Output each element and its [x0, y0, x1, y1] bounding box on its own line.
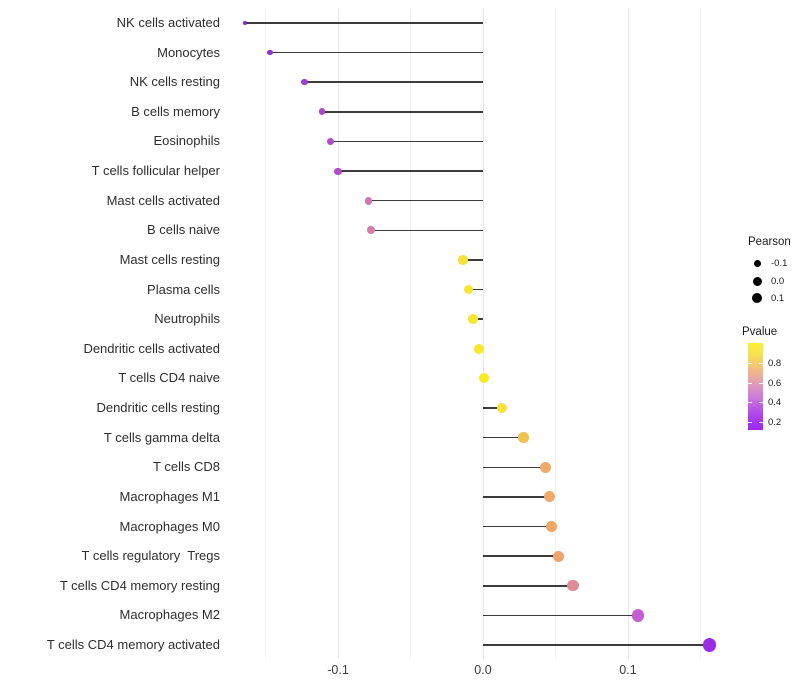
lollipop-dot [539, 461, 551, 473]
minor-gridline [700, 8, 701, 659]
x-tick-label: 0.0 [474, 663, 492, 677]
minor-gridline [410, 8, 411, 659]
lollipop-dot [457, 255, 468, 265]
lollipop-stem [330, 140, 483, 143]
legend-pvalue-title: Pvalue [742, 326, 778, 338]
colorbar-tick-mark [748, 362, 752, 364]
lollipop-dot [552, 550, 564, 562]
lollipop-dot [567, 580, 579, 592]
y-axis-label: Plasma cells [147, 281, 220, 297]
lollipop-stem [483, 496, 550, 498]
colorbar-tick-mark [759, 402, 763, 404]
lollipop-stem [269, 51, 483, 54]
y-axis-label: Macrophages M0 [119, 518, 220, 534]
y-axis-label: T cells CD4 memory activated [46, 637, 220, 653]
x-tick-label: 0.1 [619, 663, 637, 677]
legend-pearson-title: Pearson [748, 236, 791, 248]
y-axis-label: T cells CD4 memory resting [59, 577, 220, 593]
colorbar-tick-mark [759, 362, 763, 364]
y-axis-label: Mast cells activated [106, 192, 220, 208]
lollipop-stem [368, 199, 483, 202]
y-axis-label: Dendritic cells resting [96, 400, 220, 416]
minor-gridline [265, 8, 266, 659]
lollipop-stem [483, 407, 502, 409]
lollipop-stem [483, 614, 639, 617]
lollipop-dot [267, 49, 273, 56]
legend-size-dot [753, 259, 761, 267]
y-axis-label: T cells regulatory Tregs [81, 548, 220, 564]
lollipop-dot [632, 609, 645, 622]
lollipop-dot [545, 521, 557, 533]
lollipop-dot [327, 137, 335, 145]
lollipop-stem [483, 585, 573, 587]
lollipop-stem [472, 318, 483, 320]
colorbar-tick-label: 0.6 [768, 377, 782, 389]
legend-size-label: 0.1 [771, 293, 785, 304]
lollipop-stem [483, 555, 559, 557]
colorbar-tick-mark [748, 402, 752, 404]
lollipop-dot [702, 638, 716, 652]
major-gridline [482, 8, 484, 659]
colorbar-tick-label: 0.2 [768, 417, 782, 429]
colorbar-tick-mark [759, 422, 763, 424]
y-axis-label: T cells follicular helper [91, 163, 220, 179]
lollipop-dot [463, 284, 474, 295]
lollipop-dot [301, 79, 308, 86]
lollipop-stem [462, 259, 483, 261]
legend-size-label: -0.1 [771, 258, 788, 269]
lollipop-dot [544, 491, 556, 503]
lollipop-dot [479, 373, 490, 384]
y-axis-label: Eosinophils [153, 133, 221, 149]
lollipop-dot [367, 226, 376, 235]
y-axis-label: Macrophages M2 [119, 607, 220, 623]
colorbar-tick-mark [759, 382, 763, 384]
y-axis-label: Macrophages M1 [119, 488, 220, 504]
major-gridline [337, 8, 339, 659]
pvalue-colorbar [748, 343, 763, 430]
y-axis-label: B cells naive [147, 222, 220, 238]
lollipop-dot [473, 343, 484, 354]
y-axis-label: NK cells activated [116, 15, 220, 30]
lollipop-stem [304, 81, 483, 83]
colorbar-tick-label: 0.8 [768, 357, 782, 369]
y-axis-label: Dendritic cells activated [83, 340, 220, 356]
y-axis-label: T cells gamma delta [103, 429, 220, 445]
lollipop-dot [334, 167, 342, 175]
major-gridline [627, 8, 629, 659]
y-axis-label: T cells CD4 naive [118, 370, 220, 386]
colorbar-tick-label: 0.4 [768, 397, 782, 409]
lollipop-dot [318, 108, 326, 116]
legend-size-dot [752, 276, 762, 286]
lollipop-stem [322, 111, 483, 113]
y-axis-label: NK cells resting [129, 74, 220, 90]
lollipop-stem [483, 525, 552, 528]
lollipop-stem [245, 22, 483, 24]
colorbar-tick-mark [748, 382, 752, 384]
lollipop-stem [483, 644, 710, 646]
y-axis-label: Monocytes [157, 44, 220, 60]
y-axis-label: Mast cells resting [119, 251, 220, 267]
y-axis-label: Neutrophils [154, 311, 220, 327]
y-axis-label: T cells CD8 [153, 459, 220, 475]
legend-size-label: 0.0 [771, 276, 785, 287]
lollipop-stem [483, 436, 524, 439]
lollipop-stem [338, 170, 483, 172]
lollipop-dot [496, 402, 507, 414]
colorbar-tick-mark [748, 422, 752, 424]
minor-gridline [555, 8, 556, 659]
lollipop-dot [467, 314, 478, 325]
y-axis-label: B cells memory [131, 103, 220, 119]
lollipop-stem [483, 466, 546, 469]
x-tick-label: -0.1 [327, 663, 349, 677]
lollipop-stem [468, 288, 483, 291]
lollipop-stem [371, 229, 483, 232]
lollipop-dot [518, 432, 529, 443]
legend-size-dot [751, 292, 763, 304]
lollipop-dot [364, 196, 373, 205]
lollipop-dot [242, 20, 248, 26]
